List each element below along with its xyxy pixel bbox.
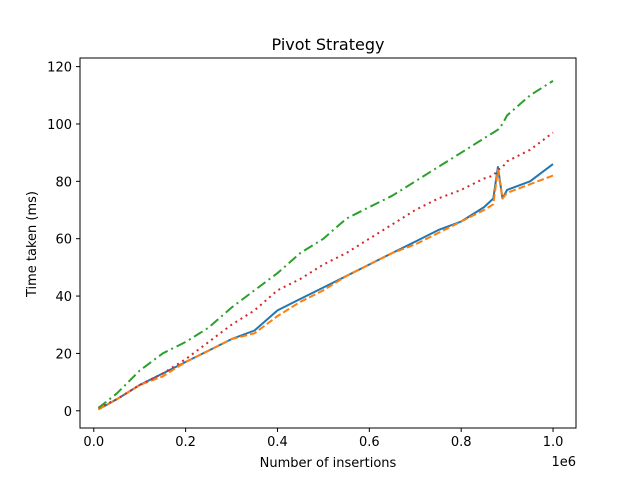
x-axis-label: Number of insertions [260,456,397,471]
x-tick-label: 0.8 [451,435,472,450]
plot-frame [79,57,577,429]
x-tick-label: 0.4 [267,435,288,450]
series-line-3 [97,131,554,409]
series-line-1 [97,163,554,411]
y-axis: 0 20 40 60 80 100 120 [47,61,80,420]
y-tick-label: 120 [47,61,72,76]
x-tick-label: 0.2 [175,435,196,450]
y-tick-label: 0 [64,405,72,420]
chart-title: Pivot Strategy [272,35,385,54]
x-tick-label: 1.0 [543,435,564,450]
series-layer [97,80,554,411]
y-axis-label: Time taken (ms) [25,191,40,298]
y-tick-label: 20 [55,347,72,362]
y-tick-label: 80 [55,175,72,190]
x-axis: 0.0 0.2 0.4 0.6 0.8 1.0 [83,428,563,450]
series-line-2 [97,168,554,411]
x-tick-label: 0.6 [359,435,380,450]
y-tick-label: 60 [55,233,72,248]
x-tick-label: 0.0 [83,435,104,450]
x-axis-offset-label: 1e6 [551,455,576,470]
series-line-4 [97,80,554,409]
y-tick-label: 40 [55,290,72,305]
y-tick-label: 100 [47,118,72,133]
